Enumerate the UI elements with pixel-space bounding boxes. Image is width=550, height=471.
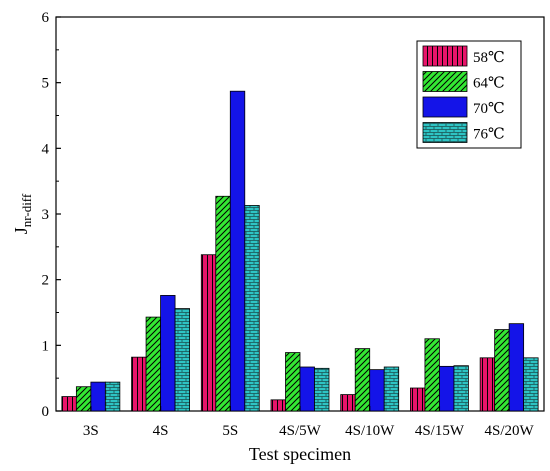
bar-3S-76℃ [104,381,121,412]
bars-group [61,90,539,412]
bar-4S-58℃ [131,356,147,412]
y-tick-label: 5 [42,76,50,92]
bar-4S/15W-76℃ [453,365,469,412]
y-tick-label: 0 [42,404,50,420]
bar-4S-70℃ [160,295,176,412]
bar-3S-58℃ [61,396,77,412]
x-tick-label: 3S [83,423,99,439]
y-axis-title-main: J [11,227,31,234]
y-tick-label: 4 [42,141,50,157]
legend-swatch [422,96,468,118]
x-tick-label: 4S/15W [415,423,465,439]
legend: 58℃ 64℃ 70℃ 76℃ [416,40,522,149]
x-tick-label: 4S/20W [485,423,535,439]
bar-4S/10W-58℃ [340,394,356,412]
bar-5S-70℃ [229,90,246,412]
bar-4S/5W-64℃ [285,352,301,412]
legend-label: 70℃ [473,101,505,117]
bar-4S/15W-64℃ [424,338,440,412]
x-tick-label: 4S [153,423,169,439]
legend-label: 58℃ [473,50,505,66]
x-axis-ticks: 3S 4S 5S 4S/5W 4S/10W 4S/15W 4S/20W [83,406,535,439]
x-tick-label: 4S/5W [279,423,322,439]
bar-4S/15W-70℃ [439,365,455,412]
bar-4S/20W-64℃ [494,329,510,412]
y-axis-title-subscript: nr-diff [19,193,34,227]
bar-4S/5W-70℃ [299,366,315,412]
bar-4S/10W-70℃ [369,369,385,412]
bar-4S/10W-76℃ [383,366,400,412]
legend-label: 76℃ [473,127,505,143]
legend-swatch [422,71,468,92]
legend-swatch [422,45,468,67]
y-axis-title: Jnr-diff [11,193,34,234]
bar-4S/20W-76℃ [523,357,539,412]
y-axis-ticks: 0 1 2 3 4 5 6 [42,10,61,420]
bar-3S-70℃ [90,381,106,412]
bar-5S-58℃ [200,254,217,412]
x-tick-label: 5S [222,423,238,439]
bar-4S/15W-58℃ [410,387,426,412]
legend-swatch [422,122,468,143]
y-tick-label: 6 [42,10,50,26]
bar-3S-64℃ [75,386,92,412]
bar-4S/5W-76℃ [314,367,330,412]
bar-4S/5W-58℃ [270,399,286,412]
bar-4S/10W-64℃ [354,348,371,412]
bar-4S-64℃ [145,316,161,412]
bar-4S/20W-58℃ [479,357,496,412]
x-tick-label: 4S/10W [345,423,395,439]
legend-label: 64℃ [473,76,505,92]
y-tick-label: 1 [42,338,50,354]
y-tick-label: 2 [42,273,50,289]
bar-4S-76℃ [174,308,190,412]
y-tick-label: 3 [42,207,50,223]
bar-4S/20W-70℃ [508,323,525,412]
x-axis-title: Test specimen [249,444,351,464]
bar-5S-64℃ [215,195,231,412]
bar-5S-76℃ [244,205,260,412]
